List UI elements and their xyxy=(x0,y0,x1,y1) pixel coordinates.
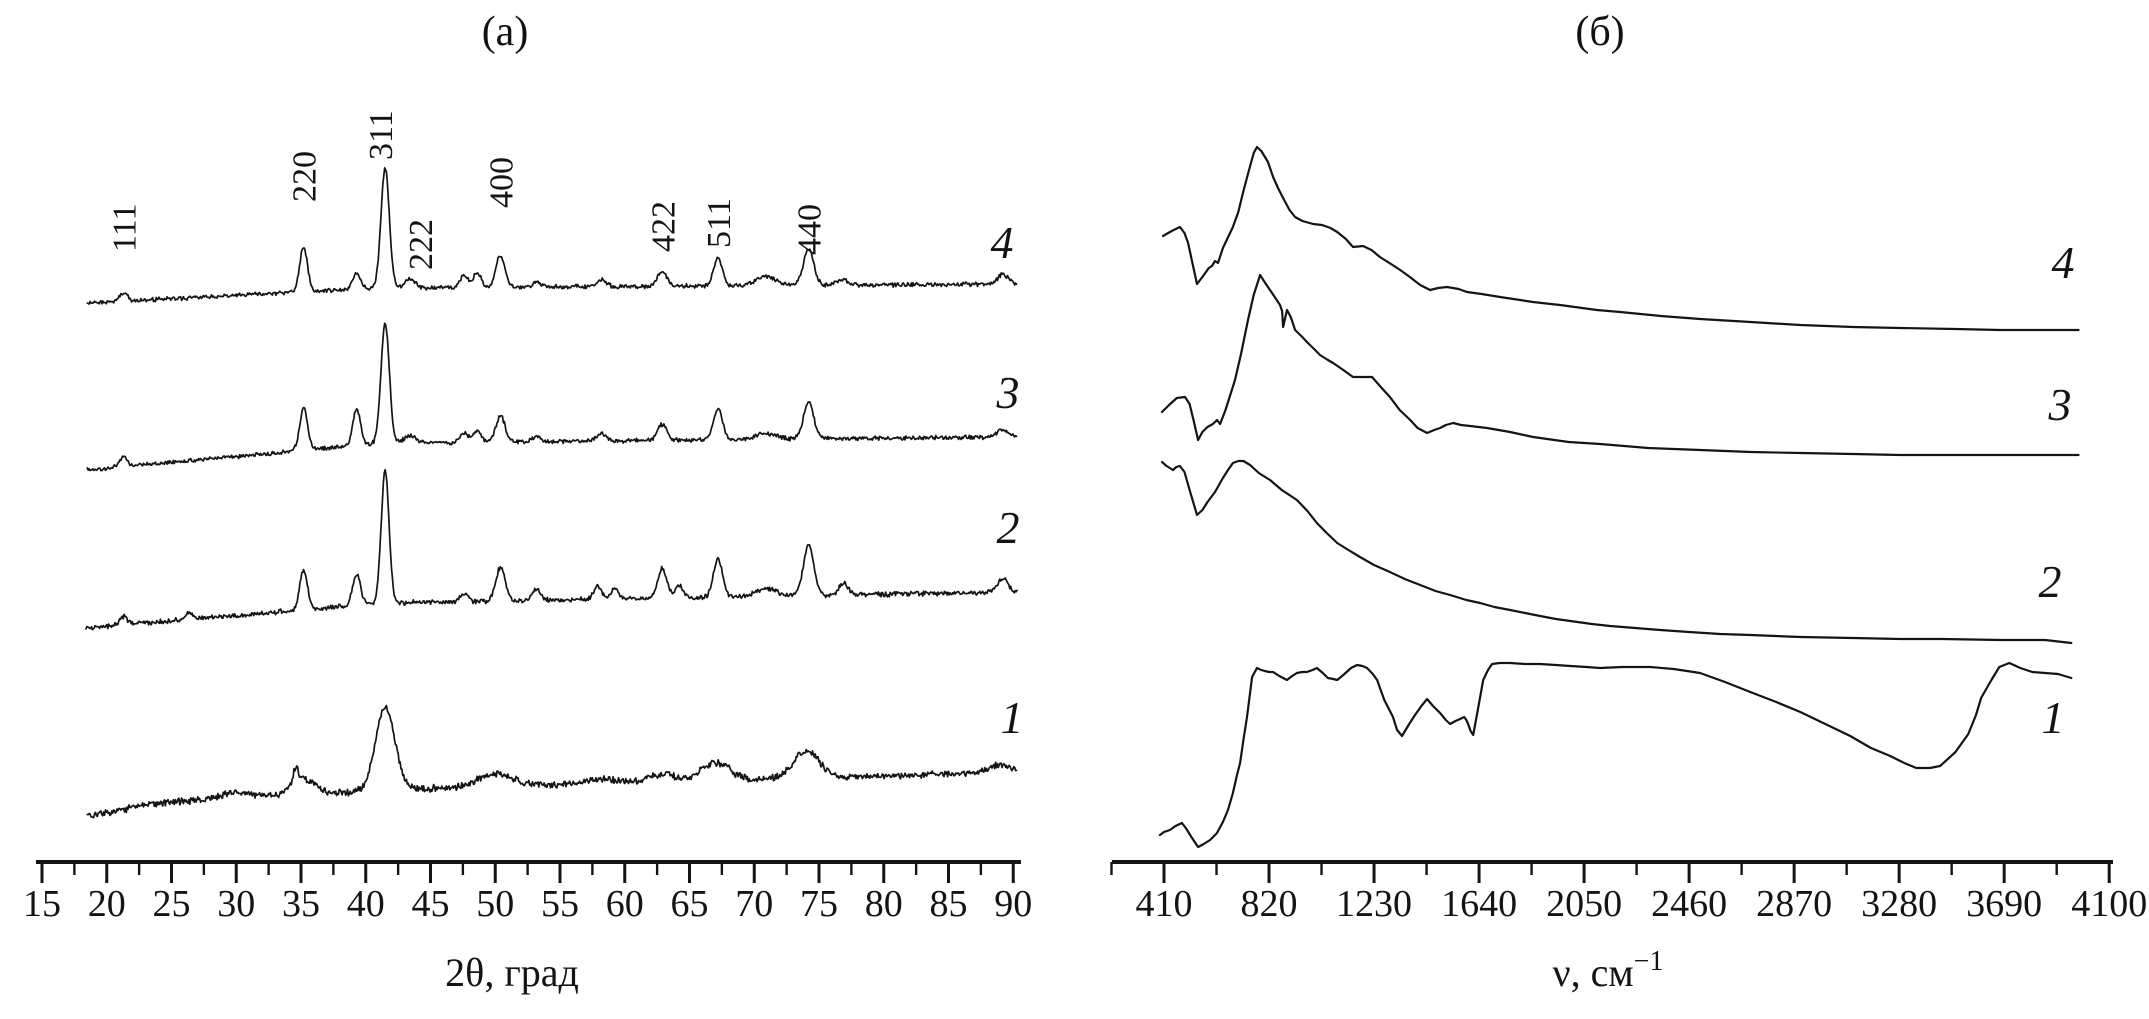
x-tick-label: 55 xyxy=(541,883,579,925)
x-tick-label: 50 xyxy=(476,883,514,925)
peak-label-422: 422 xyxy=(645,201,682,252)
peak-label-311: 311 xyxy=(363,110,400,160)
peak-label-440: 440 xyxy=(792,204,829,255)
x-tick-label: 80 xyxy=(865,883,903,925)
peak-label-400: 400 xyxy=(483,157,520,208)
x-tick-label: 4100 xyxy=(2071,883,2147,925)
peak-label-511: 511 xyxy=(701,198,738,248)
x-tick-label: 75 xyxy=(800,883,838,925)
curve-number-label-4: 4 xyxy=(991,217,1014,268)
x-tick-label: 90 xyxy=(994,883,1032,925)
ir-curve-4 xyxy=(1161,145,2080,332)
x-tick-label: 20 xyxy=(88,883,126,925)
x-tick-label: 2460 xyxy=(1651,883,1727,925)
x-tick-label: 2870 xyxy=(1756,883,1832,925)
ir-curve-3 xyxy=(1160,273,2080,457)
panel-b-title: (б) xyxy=(1575,9,1625,55)
xrd-curve-3 xyxy=(86,322,1018,472)
x-tick-label: 820 xyxy=(1241,883,1298,925)
panel-a-title: (а) xyxy=(481,9,529,55)
x-tick-label: 30 xyxy=(217,883,255,925)
x-tick-label: 25 xyxy=(153,883,191,925)
x-tick-label: 70 xyxy=(735,883,773,925)
x-tick-label: 3280 xyxy=(1861,883,1937,925)
peak-label-220: 220 xyxy=(287,151,324,202)
ir-curve-2 xyxy=(1160,459,2073,645)
x-tick-label: 1640 xyxy=(1441,883,1517,925)
xrd-curve-2 xyxy=(85,468,1018,631)
panel-b-ir-plot: 410 820 1230 1640 2050 2460 2870 3280 3690 4100 ν,… xyxy=(1110,145,2147,995)
x-tick-label: 3690 xyxy=(1966,883,2042,925)
x-axis-title: ν, см−1 xyxy=(1553,946,1664,995)
curve-number-label-1: 1 xyxy=(1001,692,1024,743)
curve-number-label-1: 1 xyxy=(2042,692,2065,743)
x-tick-label: 85 xyxy=(930,883,968,925)
x-tick-label: 35 xyxy=(282,883,320,925)
curve-number-label-2: 2 xyxy=(997,502,1020,553)
panel-a-xrd-plot: 15 20 25 30 35 40 45 50 55 60 65 70 75 80 85 90 2θ, град… xyxy=(23,110,1032,995)
x-tick-label: 60 xyxy=(606,883,644,925)
x-tick-label: 45 xyxy=(412,883,450,925)
xrd-curve-4 xyxy=(86,167,1018,305)
curve-number-label-3: 3 xyxy=(996,367,1020,418)
x-tick-label: 1230 xyxy=(1336,883,1412,925)
x-axis-title: 2θ, град xyxy=(445,950,579,995)
curve-number-label-3: 3 xyxy=(2048,379,2072,430)
x-tick-label: 410 xyxy=(1136,883,1193,925)
ir-curve-1 xyxy=(1158,661,2073,849)
x-tick-label: 15 xyxy=(23,883,61,925)
x-tick-label: 2050 xyxy=(1546,883,1622,925)
xrd-curve-1 xyxy=(86,704,1018,819)
peak-label-222: 222 xyxy=(403,219,440,270)
x-tick-label: 65 xyxy=(671,883,709,925)
curve-number-label-2: 2 xyxy=(2039,556,2062,607)
x-tick-label: 40 xyxy=(347,883,385,925)
peak-label-111: 111 xyxy=(107,204,144,252)
curve-number-label-4: 4 xyxy=(2052,237,2075,288)
